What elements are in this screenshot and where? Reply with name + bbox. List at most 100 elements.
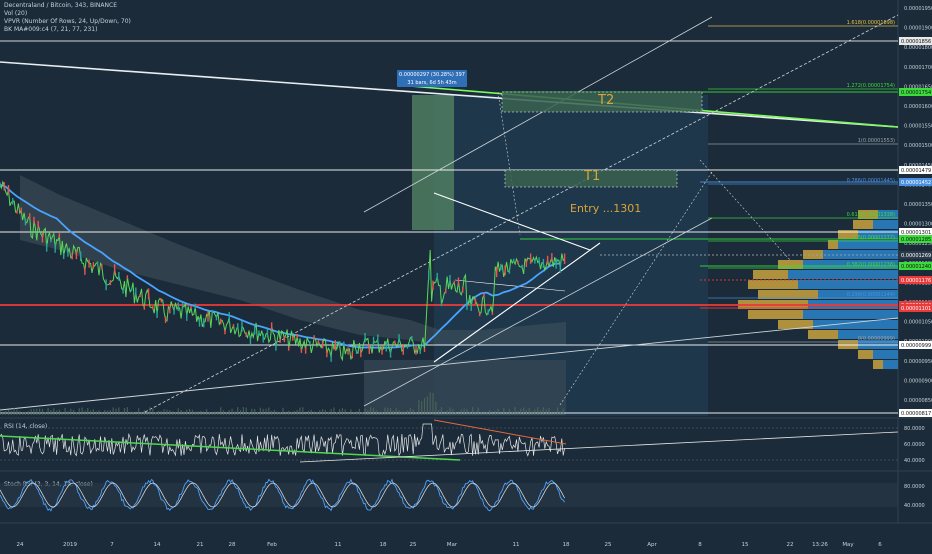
volume-bar bbox=[123, 408, 126, 415]
vpvr-down-bar bbox=[828, 240, 838, 249]
price-tick-label: 0.00001050 bbox=[904, 320, 932, 326]
volume-bar bbox=[135, 412, 137, 415]
volume-bar bbox=[234, 411, 236, 415]
volume-bar bbox=[350, 409, 352, 415]
candle bbox=[29, 213, 31, 219]
volume-bar bbox=[347, 412, 349, 415]
volume-bar bbox=[429, 392, 431, 415]
volume-bar bbox=[361, 412, 363, 415]
candle bbox=[457, 277, 460, 286]
volume-bar bbox=[426, 396, 428, 415]
candle bbox=[245, 332, 247, 337]
price-tag bbox=[899, 276, 932, 284]
vpvr-up-bar bbox=[823, 250, 898, 259]
price-tick-label: 0.00001950 bbox=[904, 6, 932, 12]
volume-bar bbox=[336, 412, 338, 415]
volume-bar bbox=[293, 411, 295, 415]
time-axis-label: Feb bbox=[267, 542, 277, 548]
volume-bar bbox=[101, 411, 103, 415]
vpvr-down-bar bbox=[803, 250, 823, 259]
vpvr-up-bar bbox=[838, 330, 898, 339]
volume-bar bbox=[387, 407, 389, 415]
time-axis-label: 25 bbox=[410, 542, 417, 548]
candle bbox=[254, 325, 256, 335]
volume-bar bbox=[381, 412, 383, 415]
long-trendline bbox=[0, 61, 899, 128]
volume-bar bbox=[67, 411, 69, 415]
volume-bar bbox=[89, 410, 92, 415]
fib-level-label: 0.786(0.00001445) bbox=[847, 178, 895, 184]
volume-bar bbox=[378, 412, 380, 415]
candle bbox=[12, 198, 14, 205]
price-tag bbox=[899, 235, 932, 243]
volume-bar bbox=[472, 407, 474, 415]
volume-bar bbox=[56, 410, 58, 415]
candle bbox=[495, 266, 498, 278]
rsi-pane[interactable] bbox=[0, 418, 898, 470]
volume-bar bbox=[330, 409, 332, 415]
volume-bar bbox=[98, 410, 100, 415]
candle bbox=[381, 345, 383, 355]
volume-bar bbox=[358, 408, 361, 415]
candle bbox=[211, 309, 213, 315]
volume-bar bbox=[268, 407, 270, 415]
candle bbox=[45, 243, 48, 252]
volume-bar bbox=[404, 411, 406, 415]
volume-bar bbox=[290, 411, 293, 415]
vpvr-up-bar bbox=[873, 220, 898, 229]
price-tick-label: 0.00001350 bbox=[904, 202, 932, 208]
volume-bar bbox=[95, 411, 97, 415]
volume-bar bbox=[483, 411, 485, 415]
bkma-indicator-label[interactable]: BK MA#009:c4 (7, 21, 77, 231) bbox=[4, 26, 98, 33]
volume-bar bbox=[143, 410, 145, 415]
price-tag bbox=[899, 228, 932, 236]
stoch-d-line bbox=[0, 482, 565, 508]
price-tag-label: 0.00001301 bbox=[901, 230, 931, 236]
volume-bar bbox=[370, 407, 372, 415]
volume-bar bbox=[534, 409, 536, 415]
price-tick-label: 0.00001650 bbox=[904, 84, 932, 90]
candle bbox=[525, 258, 528, 268]
vpvr-indicator-label[interactable]: VPVR (Number Of Rows, 24, Up/Down, 70) bbox=[4, 18, 131, 25]
volume-bar bbox=[0, 408, 1, 415]
volume-bar bbox=[355, 411, 358, 415]
candle bbox=[521, 264, 523, 269]
volume-bar bbox=[505, 412, 508, 415]
volume-bar bbox=[339, 409, 341, 415]
candle bbox=[118, 271, 120, 281]
price-tag-label: 0.00001754 bbox=[901, 90, 931, 96]
volume-bar bbox=[537, 407, 539, 415]
volume-bar bbox=[220, 407, 222, 415]
rsi-tick-label: 80.0000 bbox=[904, 426, 925, 432]
volume-bar bbox=[129, 411, 131, 415]
volume-bar bbox=[265, 408, 267, 415]
candle bbox=[487, 309, 489, 315]
candle bbox=[232, 324, 235, 328]
candle bbox=[101, 264, 103, 270]
price-tag-label: 0.00001479 bbox=[901, 168, 931, 174]
volume-bar bbox=[200, 410, 202, 415]
volume-bar bbox=[421, 401, 423, 415]
candle bbox=[24, 218, 27, 226]
candle bbox=[173, 307, 175, 315]
volume-bar bbox=[169, 410, 171, 415]
volume-bar bbox=[457, 412, 460, 415]
volume-bar bbox=[251, 408, 253, 415]
vol-indicator-label[interactable]: Vol (20) bbox=[4, 10, 28, 17]
volume-bar bbox=[514, 407, 516, 415]
candle bbox=[534, 259, 536, 264]
candle bbox=[275, 341, 277, 351]
volume-bar bbox=[341, 408, 344, 415]
candle bbox=[398, 334, 400, 343]
volume-bar bbox=[474, 411, 477, 415]
price-tag-label: 0.00001856 bbox=[901, 39, 931, 45]
rsi-green-trendline bbox=[0, 435, 461, 461]
volume-bar bbox=[548, 407, 550, 415]
candle bbox=[33, 216, 35, 224]
time-axis[interactable]: 24 2019 7 14 21 28 Feb 11 18 25 Mar 11 18 25 Apr 8 15 22 1… bbox=[17, 542, 883, 548]
t1-label: T1 bbox=[583, 169, 600, 184]
candle bbox=[343, 341, 345, 346]
candle bbox=[190, 305, 192, 309]
